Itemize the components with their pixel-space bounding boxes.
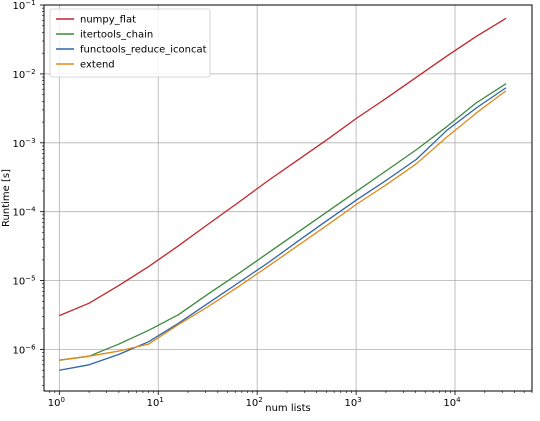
series-line-extend <box>59 90 507 361</box>
x-axis-label: num lists <box>265 403 311 414</box>
legend-entry: extend <box>80 60 115 71</box>
y-tick-label: 10−5 <box>12 275 35 288</box>
y-tick-label: 10−3 <box>12 137 35 150</box>
x-tick-label: 104 <box>443 396 461 409</box>
series-lines <box>59 17 507 371</box>
x-tick-label: 103 <box>344 396 361 409</box>
y-tick-label: 10−4 <box>12 206 36 219</box>
x-tick-label: 101 <box>147 396 164 409</box>
legend: numpy_flat itertools_chain functools_reduc… <box>49 8 211 78</box>
x-tick-label: 102 <box>246 396 263 409</box>
series-line-itertools-chain <box>59 83 507 361</box>
y-tick-label: 10−2 <box>12 68 35 81</box>
plot-frame <box>43 4 533 392</box>
legend-entry: itertools_chain <box>80 30 153 41</box>
series-line-functools-reduce-iconcat <box>59 87 507 371</box>
series-line-numpy-flat <box>59 17 507 317</box>
ticks: 100 101 102 103 104 10−6 10−5 10−4 10−3 10−2 10−1 <box>12 0 533 409</box>
y-tick-label: 10−1 <box>12 0 35 12</box>
legend-entry: functools_reduce_iconcat <box>80 45 207 56</box>
legend-box <box>49 8 211 78</box>
legend-entry: numpy_flat <box>80 15 136 26</box>
y-tick-label: 10−6 <box>12 344 36 357</box>
y-axis-label: Runtime [s] <box>1 169 12 227</box>
x-tick-label: 100 <box>48 396 65 409</box>
